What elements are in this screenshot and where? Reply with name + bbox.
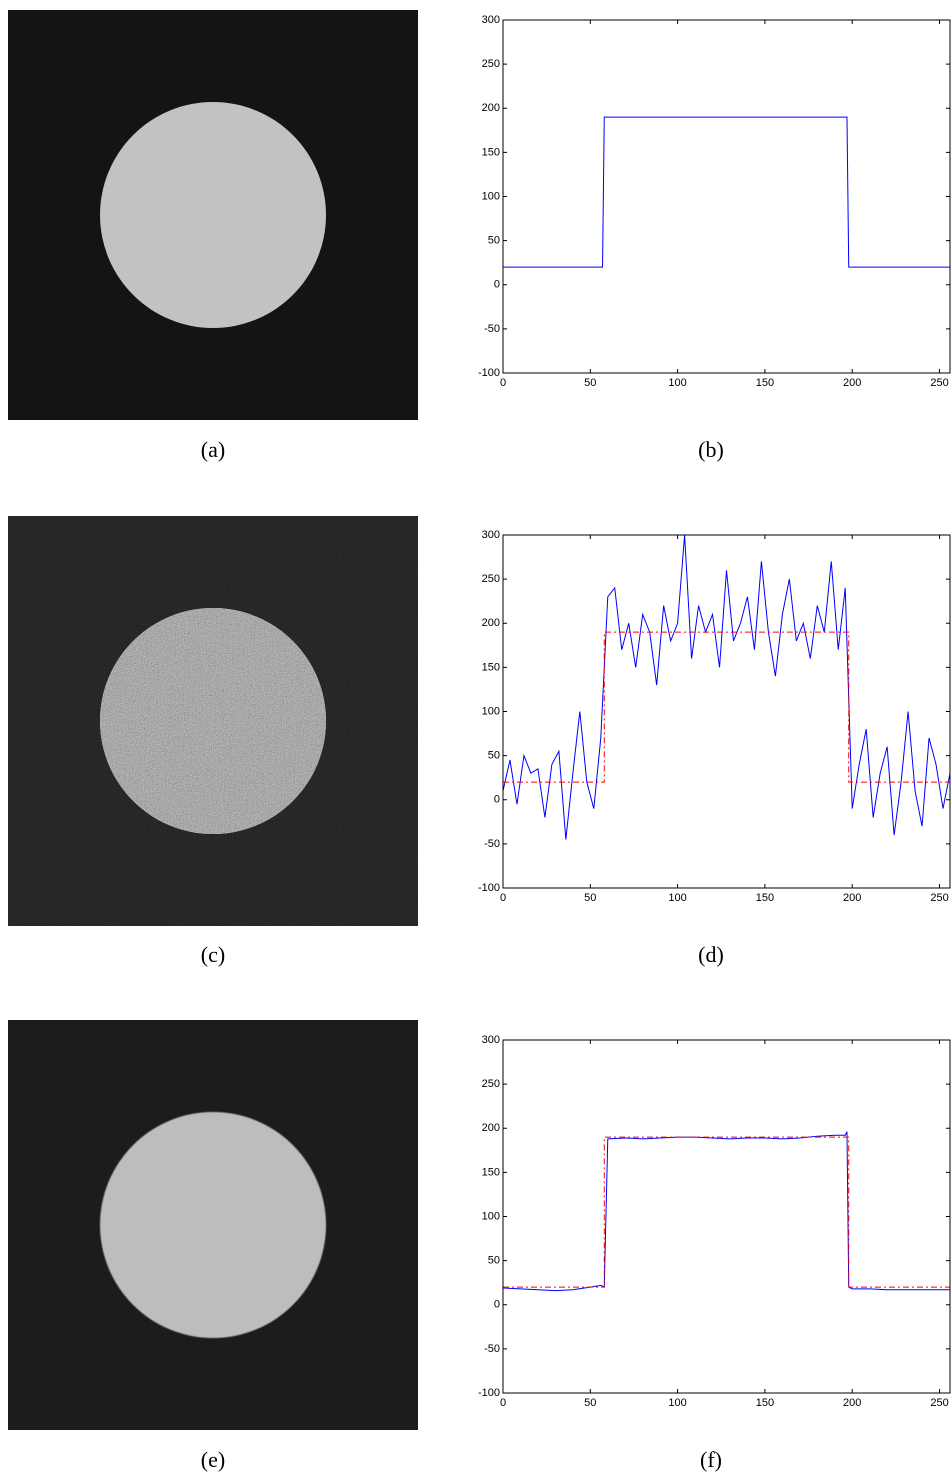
y-tick-label: -50	[484, 1343, 500, 1355]
image-c	[8, 516, 418, 926]
x-tick-label: 100	[668, 1397, 686, 1409]
x-tick-label: 250	[930, 1397, 948, 1409]
y-tick-label: 200	[482, 102, 500, 114]
image-a	[8, 10, 418, 420]
figure: (a) (c) (e) -100 -50 0 50 100 150 200 250 300 0 50…	[0, 0, 952, 1479]
y-tick-label: -100	[478, 1387, 500, 1399]
x-tick-label: 100	[668, 377, 686, 389]
y-tick-label: 0	[494, 1299, 500, 1311]
y-tick-label: 250	[482, 58, 500, 70]
plot-area	[503, 20, 950, 373]
y-tick-label: 50	[488, 750, 500, 762]
x-tick-label: 200	[843, 892, 861, 904]
y-tick-label: 100	[482, 1210, 500, 1222]
y-tick-label: 150	[482, 1166, 500, 1178]
y-tick-label: 100	[482, 705, 500, 717]
y-tick-label: 50	[488, 1255, 500, 1267]
x-tick-label: 100	[668, 892, 686, 904]
y-tick-label: -100	[478, 882, 500, 894]
y-tick-label: 150	[482, 661, 500, 673]
caption: (c)	[201, 942, 225, 967]
y-tick-label: 250	[482, 1078, 500, 1090]
y-tick-label: 300	[482, 14, 500, 26]
x-tick-label: 250	[930, 892, 948, 904]
y-tick-label: 300	[482, 1034, 500, 1046]
x-tick-label: 150	[756, 1397, 774, 1409]
y-tick-label: 100	[482, 190, 500, 202]
plot-area	[503, 1040, 950, 1393]
y-tick-label: 250	[482, 573, 500, 585]
y-tick-label: 0	[494, 794, 500, 806]
x-tick-label: 50	[584, 377, 596, 389]
caption: (d)	[698, 942, 724, 967]
y-tick-label: 300	[482, 529, 500, 541]
x-tick-label: 50	[584, 892, 596, 904]
caption: (a)	[201, 437, 225, 462]
image-e	[8, 1020, 418, 1430]
y-tick-label: 200	[482, 617, 500, 629]
y-tick-label: -100	[478, 367, 500, 379]
x-tick-label: 150	[756, 892, 774, 904]
x-tick-label: 50	[584, 1397, 596, 1409]
x-tick-label: 200	[843, 1397, 861, 1409]
x-tick-label: 250	[930, 377, 948, 389]
y-tick-label: -50	[484, 323, 500, 335]
x-tick-label: 0	[500, 892, 506, 904]
caption: (b)	[698, 437, 724, 462]
page: (a) (c) (e) -100 -50 0 50 100 150 200 250 300 0 50…	[0, 0, 952, 1479]
plot-area	[503, 535, 950, 888]
y-tick-label: 150	[482, 146, 500, 158]
x-tick-label: 0	[500, 1397, 506, 1409]
y-tick-label: 0	[494, 279, 500, 291]
y-tick-label: 200	[482, 1122, 500, 1134]
x-tick-label: 200	[843, 377, 861, 389]
y-tick-label: -50	[484, 838, 500, 850]
x-tick-label: 0	[500, 377, 506, 389]
x-tick-label: 150	[756, 377, 774, 389]
caption: (f)	[700, 1447, 722, 1472]
y-tick-label: 50	[488, 235, 500, 247]
caption: (e)	[201, 1447, 225, 1472]
